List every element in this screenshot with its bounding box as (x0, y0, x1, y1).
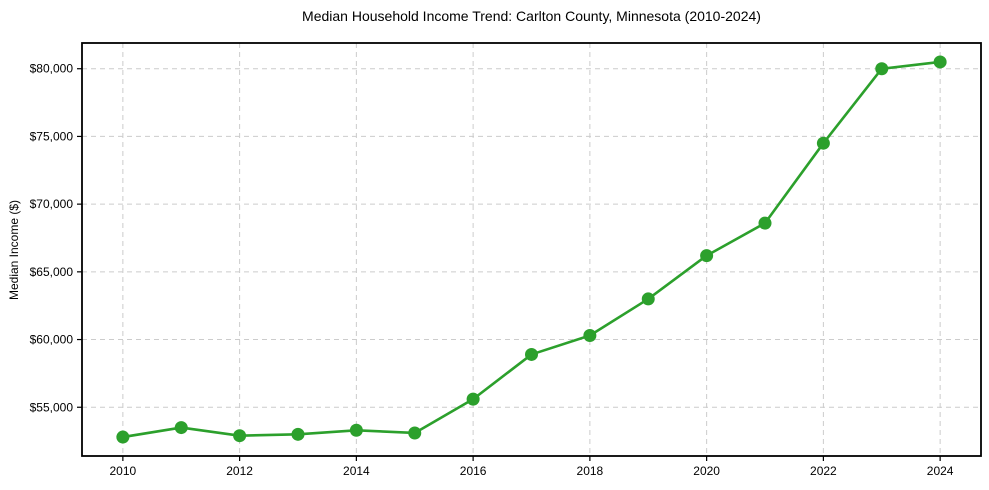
y-tick-label: $60,000 (30, 333, 74, 347)
x-tick-label: 2020 (693, 464, 720, 478)
income-trend-line (121, 60, 942, 439)
y-tick-label: $75,000 (30, 129, 74, 143)
data-point-2016 (466, 392, 480, 406)
data-point-2022 (816, 136, 830, 150)
x-tick-label: 2018 (577, 464, 604, 478)
x-tick-label: 2014 (343, 464, 370, 478)
y-tick-label: $65,000 (30, 265, 74, 279)
data-point-2021 (758, 216, 772, 230)
data-point-2017 (525, 347, 538, 361)
x-tick-label: 2022 (810, 464, 837, 478)
data-point-2013 (291, 427, 305, 441)
y-tick-label: $80,000 (30, 62, 74, 76)
x-tick-label: 2012 (226, 464, 253, 478)
data-point-2019 (641, 292, 655, 306)
x-tick-label: 2024 (927, 464, 954, 478)
chart-title: Median Household Income Trend: Carlton C… (302, 8, 761, 24)
y-tick-label: $70,000 (30, 197, 74, 211)
x-tick-label: 2010 (110, 464, 137, 478)
data-point-2011 (174, 421, 188, 435)
data-point-2020 (700, 249, 714, 263)
data-point-2012 (233, 429, 247, 443)
data-point-2010 (116, 430, 130, 444)
axes-spines (81, 42, 982, 457)
x-tick-label: 2016 (460, 464, 487, 478)
data-point-2018 (583, 328, 597, 342)
data-point-2023 (875, 62, 889, 76)
y-tick-label: $55,000 (30, 400, 74, 414)
data-point-2014 (349, 423, 363, 437)
data-point-2015 (408, 426, 422, 440)
data-point-2024 (933, 55, 947, 69)
